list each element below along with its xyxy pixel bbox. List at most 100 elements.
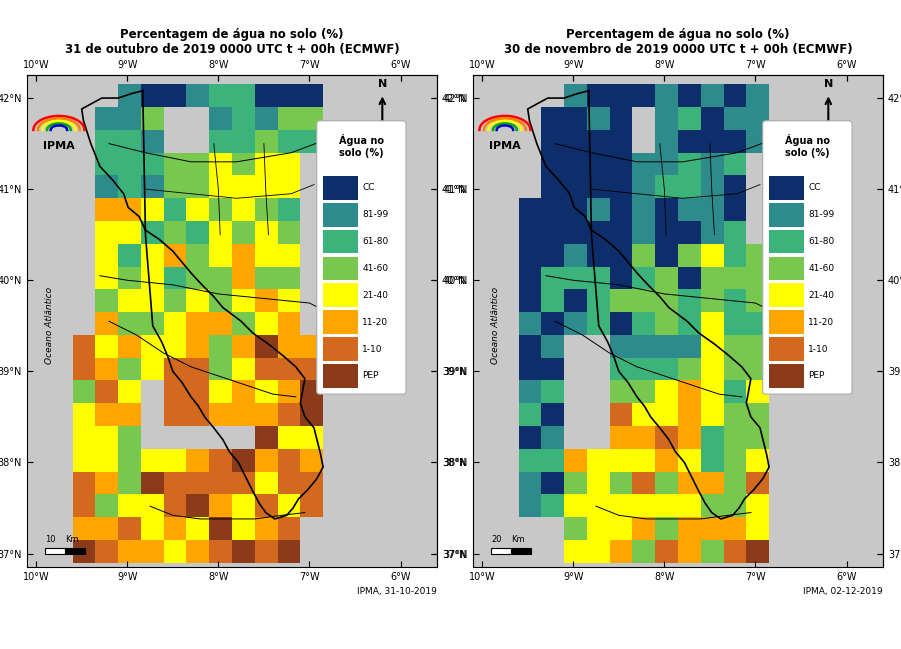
- Title: Percentagem de água no solo (%)
30 de novembro de 2019 0000 UTC t + 00h (ECMWF): Percentagem de água no solo (%) 30 de no…: [504, 29, 852, 56]
- Bar: [141, 84, 164, 107]
- Text: 11-20: 11-20: [362, 317, 388, 326]
- Bar: [610, 312, 633, 335]
- Bar: [542, 426, 564, 449]
- Bar: [746, 312, 769, 335]
- Bar: [209, 221, 232, 244]
- Bar: [769, 310, 804, 334]
- Bar: [519, 244, 542, 267]
- Bar: [164, 380, 187, 403]
- Bar: [323, 230, 358, 253]
- Bar: [232, 495, 255, 517]
- Bar: [724, 517, 746, 540]
- Bar: [187, 312, 209, 335]
- Bar: [278, 449, 300, 472]
- Bar: [724, 312, 746, 335]
- Bar: [746, 540, 769, 563]
- Bar: [118, 198, 141, 221]
- Bar: [587, 107, 610, 130]
- Bar: [587, 495, 610, 517]
- Bar: [209, 153, 232, 175]
- Bar: [519, 472, 542, 495]
- Bar: [678, 312, 701, 335]
- Bar: [209, 267, 232, 289]
- Bar: [232, 153, 255, 175]
- Bar: [141, 472, 164, 495]
- Bar: [278, 175, 300, 198]
- Bar: [278, 198, 300, 221]
- Bar: [678, 335, 701, 358]
- Bar: [655, 244, 678, 267]
- Bar: [701, 426, 724, 449]
- Bar: [118, 153, 141, 175]
- Bar: [610, 495, 633, 517]
- Bar: [542, 495, 564, 517]
- Bar: [96, 403, 118, 426]
- Bar: [724, 380, 746, 403]
- Bar: [300, 403, 323, 426]
- Bar: [633, 175, 655, 198]
- Bar: [519, 221, 542, 244]
- Bar: [141, 267, 164, 289]
- Bar: [96, 198, 118, 221]
- Bar: [746, 495, 769, 517]
- Bar: [633, 153, 655, 175]
- Bar: [232, 289, 255, 312]
- Bar: [564, 472, 587, 495]
- Bar: [769, 364, 804, 387]
- Text: 20: 20: [491, 535, 502, 545]
- Bar: [610, 153, 633, 175]
- Bar: [164, 221, 187, 244]
- Bar: [633, 540, 655, 563]
- Bar: [96, 107, 118, 130]
- Bar: [209, 244, 232, 267]
- Bar: [701, 153, 724, 175]
- Bar: [96, 380, 118, 403]
- Bar: [232, 472, 255, 495]
- Bar: [255, 130, 278, 153]
- Bar: [278, 244, 300, 267]
- Text: Km: Km: [65, 535, 79, 545]
- FancyBboxPatch shape: [763, 121, 852, 394]
- Bar: [519, 403, 542, 426]
- Bar: [633, 244, 655, 267]
- Bar: [209, 130, 232, 153]
- Bar: [633, 289, 655, 312]
- Bar: [610, 289, 633, 312]
- Bar: [187, 403, 209, 426]
- Bar: [164, 198, 187, 221]
- Bar: [164, 153, 187, 175]
- Bar: [655, 358, 678, 380]
- Bar: [187, 335, 209, 358]
- Bar: [278, 403, 300, 426]
- Bar: [587, 221, 610, 244]
- Bar: [96, 517, 118, 540]
- Bar: [278, 289, 300, 312]
- Bar: [255, 107, 278, 130]
- Bar: [564, 84, 587, 107]
- Bar: [141, 517, 164, 540]
- Bar: [701, 244, 724, 267]
- Bar: [164, 403, 187, 426]
- Bar: [542, 289, 564, 312]
- Bar: [232, 312, 255, 335]
- Bar: [232, 267, 255, 289]
- Bar: [701, 517, 724, 540]
- Bar: [141, 495, 164, 517]
- Text: IPMA: IPMA: [43, 141, 75, 151]
- Bar: [255, 380, 278, 403]
- Bar: [564, 107, 587, 130]
- Text: 61-80: 61-80: [808, 237, 834, 246]
- Bar: [655, 312, 678, 335]
- Bar: [96, 358, 118, 380]
- Bar: [255, 517, 278, 540]
- Bar: [209, 175, 232, 198]
- Bar: [610, 449, 633, 472]
- Bar: [542, 175, 564, 198]
- Bar: [587, 153, 610, 175]
- Bar: [96, 130, 118, 153]
- Bar: [542, 472, 564, 495]
- Bar: [164, 495, 187, 517]
- Bar: [118, 175, 141, 198]
- Bar: [209, 449, 232, 472]
- Text: IPMA: IPMA: [489, 141, 521, 151]
